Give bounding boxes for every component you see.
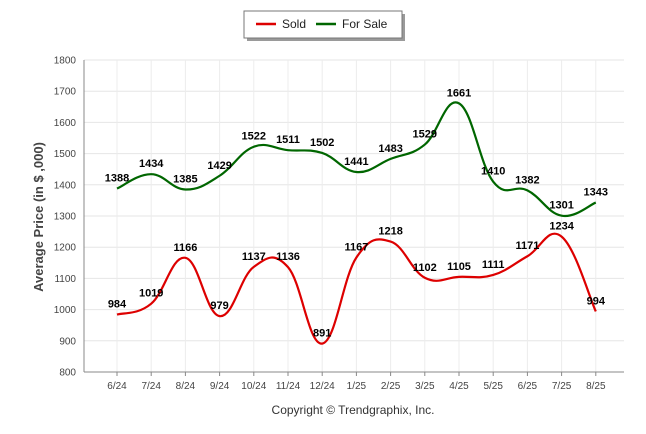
data-label-for-sale: 1522 <box>242 131 266 143</box>
x-tick-label: 12/24 <box>310 381 335 392</box>
y-tick-label: 1500 <box>54 149 77 160</box>
data-label-for-sale: 1343 <box>584 187 608 199</box>
y-tick-label: 1300 <box>54 212 77 223</box>
data-label-sold: 979 <box>210 300 228 312</box>
y-tick-label: 900 <box>59 336 76 347</box>
x-tick-label: 11/24 <box>276 381 301 392</box>
data-label-sold: 1111 <box>482 259 505 271</box>
data-label-sold: 1137 <box>242 251 266 263</box>
copyright-footer: Copyright © Trendgraphix, Inc. <box>272 403 435 417</box>
series-lines <box>116 101 597 345</box>
y-tick-label: 1200 <box>54 243 77 254</box>
data-label-sold: 891 <box>313 328 331 340</box>
data-label-for-sale: 1382 <box>515 174 539 186</box>
data-label-for-sale: 1661 <box>447 87 471 99</box>
y-tick-label: 1700 <box>54 87 77 98</box>
x-tick-label: 8/25 <box>586 381 606 392</box>
y-tick-label: 1600 <box>54 118 77 129</box>
data-label-sold: 1019 <box>139 288 163 300</box>
series-line-for-sale <box>116 101 597 218</box>
data-labels: 984 1019 1166 979 1137 1136 891 1167 1218 1102 110… <box>105 87 608 339</box>
x-tick-label: 9/24 <box>210 381 230 392</box>
x-tick-label: 1/25 <box>347 381 367 392</box>
data-label-sold: 1102 <box>413 262 437 274</box>
data-label-for-sale: 1511 <box>276 134 300 146</box>
data-label-for-sale: 1529 <box>413 129 437 141</box>
data-label-sold: 1167 <box>344 241 368 253</box>
data-label-sold: 1136 <box>276 251 300 263</box>
y-tick-label: 1100 <box>54 274 76 285</box>
data-label-for-sale: 1434 <box>139 158 164 170</box>
x-tick-label: 5/25 <box>483 381 503 392</box>
data-label-for-sale: 1483 <box>378 143 402 155</box>
y-tick-label: 800 <box>59 368 76 379</box>
legend[interactable]: Sold For Sale <box>243 10 405 41</box>
data-label-sold: 1105 <box>447 261 471 273</box>
y-tick-label: 1000 <box>54 305 77 316</box>
data-label-for-sale: 1502 <box>310 137 334 149</box>
data-label-for-sale: 1301 <box>549 200 573 212</box>
data-label-sold: 984 <box>108 299 127 311</box>
data-label-for-sale: 1429 <box>207 160 231 172</box>
data-label-for-sale: 1388 <box>105 173 129 185</box>
legend-sold-label[interactable]: Sold <box>282 17 306 31</box>
data-label-sold: 1234 <box>549 221 574 233</box>
x-tick-label: 6/25 <box>518 381 538 392</box>
series-line-sold <box>116 232 597 345</box>
legend-forsale-label[interactable]: For Sale <box>342 17 388 31</box>
data-label-sold: 994 <box>587 295 606 307</box>
data-label-for-sale: 1441 <box>344 156 368 168</box>
y-tick-label: 1400 <box>54 180 77 191</box>
x-tick-label: 3/25 <box>415 381 435 392</box>
grid-lines <box>84 59 624 373</box>
data-label-sold: 1218 <box>378 226 402 238</box>
data-label-for-sale: 1385 <box>173 173 197 185</box>
x-tick-label: 4/25 <box>449 381 469 392</box>
y-axis-label: Average Price (in $ ,000) <box>31 142 46 292</box>
x-tick-label: 2/25 <box>381 381 401 392</box>
x-tick-label: 7/25 <box>552 381 572 392</box>
x-tick-label: 7/24 <box>141 381 161 392</box>
x-tick-label: 10/24 <box>241 381 266 392</box>
data-label-sold: 1171 <box>515 240 539 252</box>
x-tick-label: 6/24 <box>107 381 127 392</box>
axes: 800 900 1000 1100 1200 1300 1400 1500 1600 1700 18… <box>54 56 624 392</box>
x-tick-label: 8/24 <box>176 381 196 392</box>
data-label-for-sale: 1410 <box>481 166 505 178</box>
data-label-sold: 1166 <box>173 242 197 254</box>
y-tick-label: 1800 <box>54 56 77 67</box>
